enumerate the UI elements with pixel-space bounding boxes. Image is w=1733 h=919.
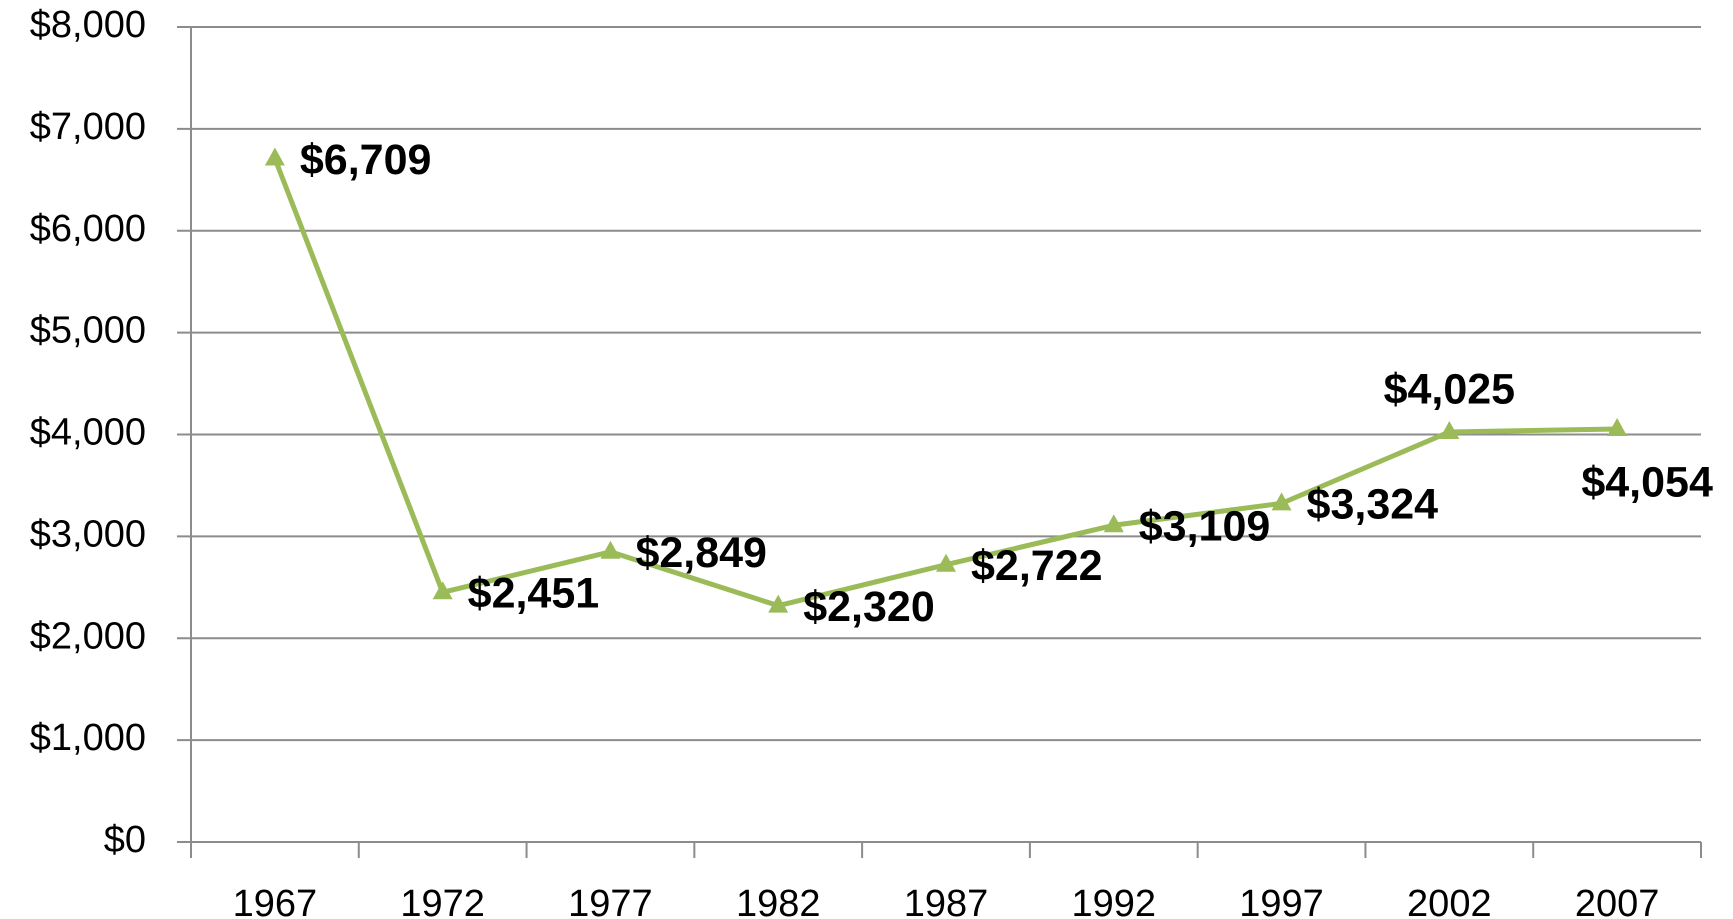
x-tick-label: 1982 xyxy=(736,883,821,919)
marker xyxy=(936,553,956,572)
y-tick-label: $8,000 xyxy=(30,4,146,46)
x-tick-label: 1967 xyxy=(233,883,318,919)
data-label: $4,054 xyxy=(1581,458,1713,506)
data-label: $3,109 xyxy=(1139,503,1271,551)
marker xyxy=(1607,417,1628,436)
x-tick-label: 1972 xyxy=(400,883,485,919)
data-label: $4,025 xyxy=(1384,365,1516,413)
y-tick-label: $7,000 xyxy=(30,106,146,148)
data-label: $2,320 xyxy=(803,583,935,631)
data-label: $2,722 xyxy=(971,542,1103,590)
y-tick-label: $4,000 xyxy=(30,412,146,454)
x-tick-label: 1992 xyxy=(1072,883,1157,919)
marker xyxy=(600,540,621,559)
y-tick-label: $2,000 xyxy=(30,615,146,657)
data-label: $2,451 xyxy=(468,570,600,618)
x-tick-label: 2002 xyxy=(1407,883,1492,919)
y-tick-label: $6,000 xyxy=(30,208,146,250)
x-tick-label: 1987 xyxy=(904,883,989,919)
marker xyxy=(768,594,789,613)
marker xyxy=(1271,492,1292,511)
y-tick-label: $1,000 xyxy=(30,717,146,759)
data-label: $3,324 xyxy=(1307,481,1439,529)
marker xyxy=(432,581,453,600)
x-tick-label: 1977 xyxy=(568,883,653,919)
marker xyxy=(264,147,285,166)
marker xyxy=(1439,420,1460,439)
data-label: $2,849 xyxy=(635,529,767,577)
y-tick-label: $5,000 xyxy=(30,310,146,352)
x-tick-label: 2007 xyxy=(1575,883,1660,919)
marker xyxy=(1103,514,1124,533)
data-label: $6,709 xyxy=(300,136,432,184)
y-tick-label: $0 xyxy=(104,819,146,861)
y-tick-label: $3,000 xyxy=(30,513,146,555)
x-tick-label: 1997 xyxy=(1239,883,1324,919)
